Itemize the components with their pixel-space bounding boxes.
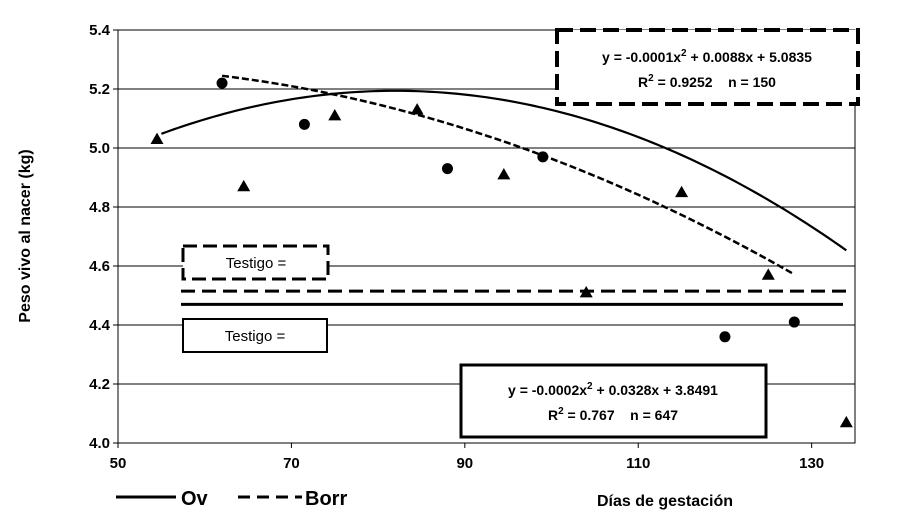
x-tick-label: 110 bbox=[626, 455, 650, 472]
borr-equation: y = -0.0001x2 + 0.0088x + 5.0835 bbox=[602, 48, 812, 65]
y-axis-label: Peso vivo al nacer (kg) bbox=[17, 149, 34, 322]
borr-data-points bbox=[216, 77, 800, 343]
ov-triangle-point bbox=[150, 132, 164, 145]
ov-triangle-point bbox=[410, 103, 424, 115]
borr-r-squared: R2 = 0.9252 n = 150 bbox=[638, 73, 776, 90]
borr-circle-point bbox=[537, 151, 549, 163]
borr-circle-point bbox=[441, 163, 453, 175]
legend-ov-label: Ov bbox=[181, 488, 209, 510]
x-tick-label: 50 bbox=[110, 455, 127, 472]
y-tick-label: 4.8 bbox=[89, 199, 110, 216]
ov-data-points bbox=[150, 103, 853, 428]
x-tick-label: 90 bbox=[456, 455, 473, 472]
y-axis-ticks: 4.0 4.2 4.4 4.6 4.8 5.0 5.2 5.4 bbox=[89, 22, 118, 452]
borr-circle-point bbox=[788, 316, 800, 328]
testigo-ov-label: Testigo = bbox=[182, 318, 328, 353]
borr-circle-point bbox=[298, 118, 310, 130]
ov-triangle-point bbox=[497, 168, 511, 180]
ov-triangle-point bbox=[579, 286, 593, 298]
plot-area-frame bbox=[117, 29, 856, 444]
borr-equation-box: y = -0.0001x2 + 0.0088x + 5.0835 R2 = 0.… bbox=[555, 28, 860, 106]
y-tick-label: 4.6 bbox=[89, 258, 110, 275]
testigo-borr-text: Testigo = bbox=[226, 255, 287, 272]
ov-triangle-point bbox=[675, 185, 689, 198]
ov-triangle-point bbox=[839, 415, 853, 428]
ov-r-squared: R2 = 0.767 n = 647 bbox=[548, 406, 678, 423]
ov-equation: y = -0.0002x2 + 0.0328x + 3.8491 bbox=[508, 381, 718, 398]
x-axis-ticks: 50 70 90 110 130 bbox=[110, 443, 824, 472]
x-axis-label: Días de gestación bbox=[597, 493, 733, 510]
x-tick-label: 70 bbox=[283, 455, 300, 472]
ov-triangle-point bbox=[761, 268, 775, 280]
legend-borr-label: Borr bbox=[305, 488, 347, 510]
x-tick-label: 130 bbox=[799, 455, 824, 472]
legend: Ov Borr bbox=[116, 488, 347, 510]
y-tick-label: 5.2 bbox=[89, 81, 110, 98]
borr-circle-point bbox=[719, 331, 731, 343]
ov-equation-box: y = -0.0002x2 + 0.0328x + 3.8491 R2 = 0.… bbox=[459, 363, 768, 439]
y-tick-label: 5.0 bbox=[89, 140, 110, 157]
borr-fit-curve bbox=[221, 74, 795, 276]
y-tick-label: 4.0 bbox=[89, 435, 110, 452]
y-tick-label: 4.4 bbox=[89, 317, 111, 334]
ov-triangle-point bbox=[328, 109, 342, 121]
borr-circle-point bbox=[216, 77, 228, 89]
testigo-borr-label: Testigo = bbox=[181, 244, 330, 281]
ov-triangle-point bbox=[237, 179, 251, 192]
y-tick-label: 4.2 bbox=[89, 376, 110, 393]
testigo-ov-text: Testigo = bbox=[225, 328, 286, 345]
y-tick-label: 5.4 bbox=[89, 22, 111, 39]
ov-fit-curve bbox=[160, 89, 847, 252]
